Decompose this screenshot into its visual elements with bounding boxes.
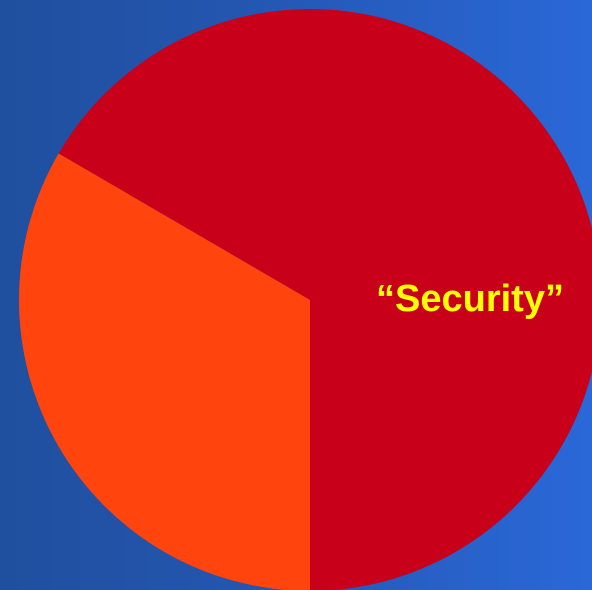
pie-slices <box>19 9 592 590</box>
pie-slice-2 <box>19 153 310 590</box>
pie-slice-label-1: “Security” <box>376 278 564 320</box>
pie-slice-1 <box>58 9 592 590</box>
pie-labels: “Security” <box>376 278 564 320</box>
